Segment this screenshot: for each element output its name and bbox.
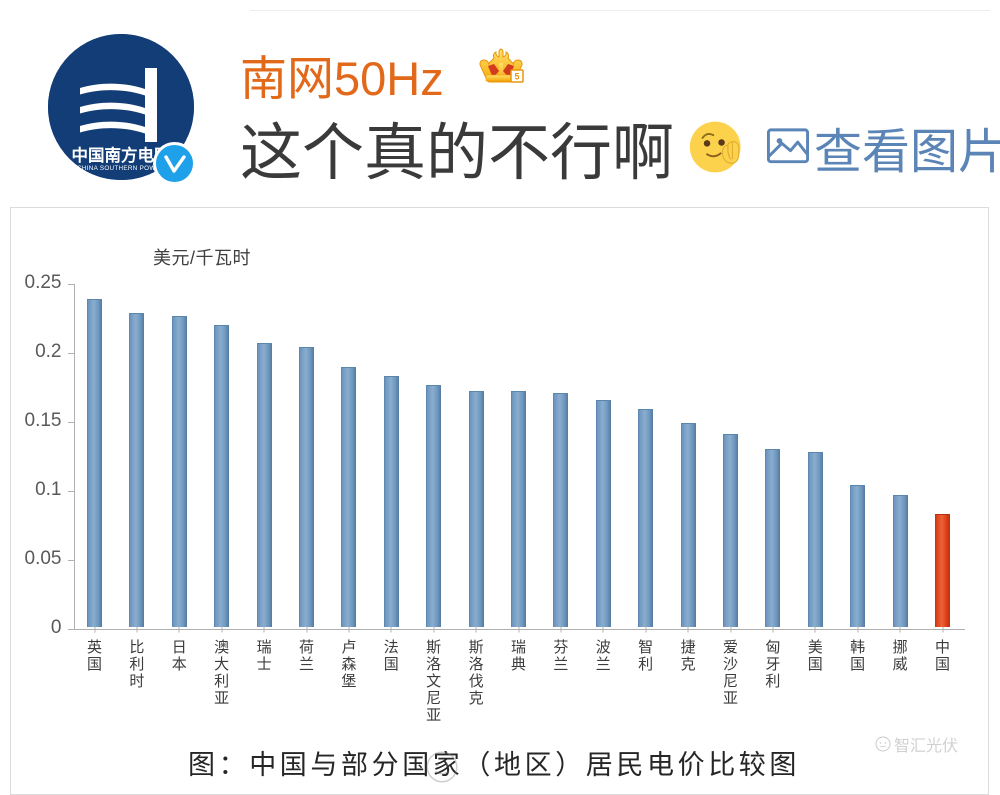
svg-text:5: 5 <box>514 72 519 82</box>
svg-text:CHINA SOUTHERN POWER: CHINA SOUTHERN POWER <box>77 165 165 172</box>
